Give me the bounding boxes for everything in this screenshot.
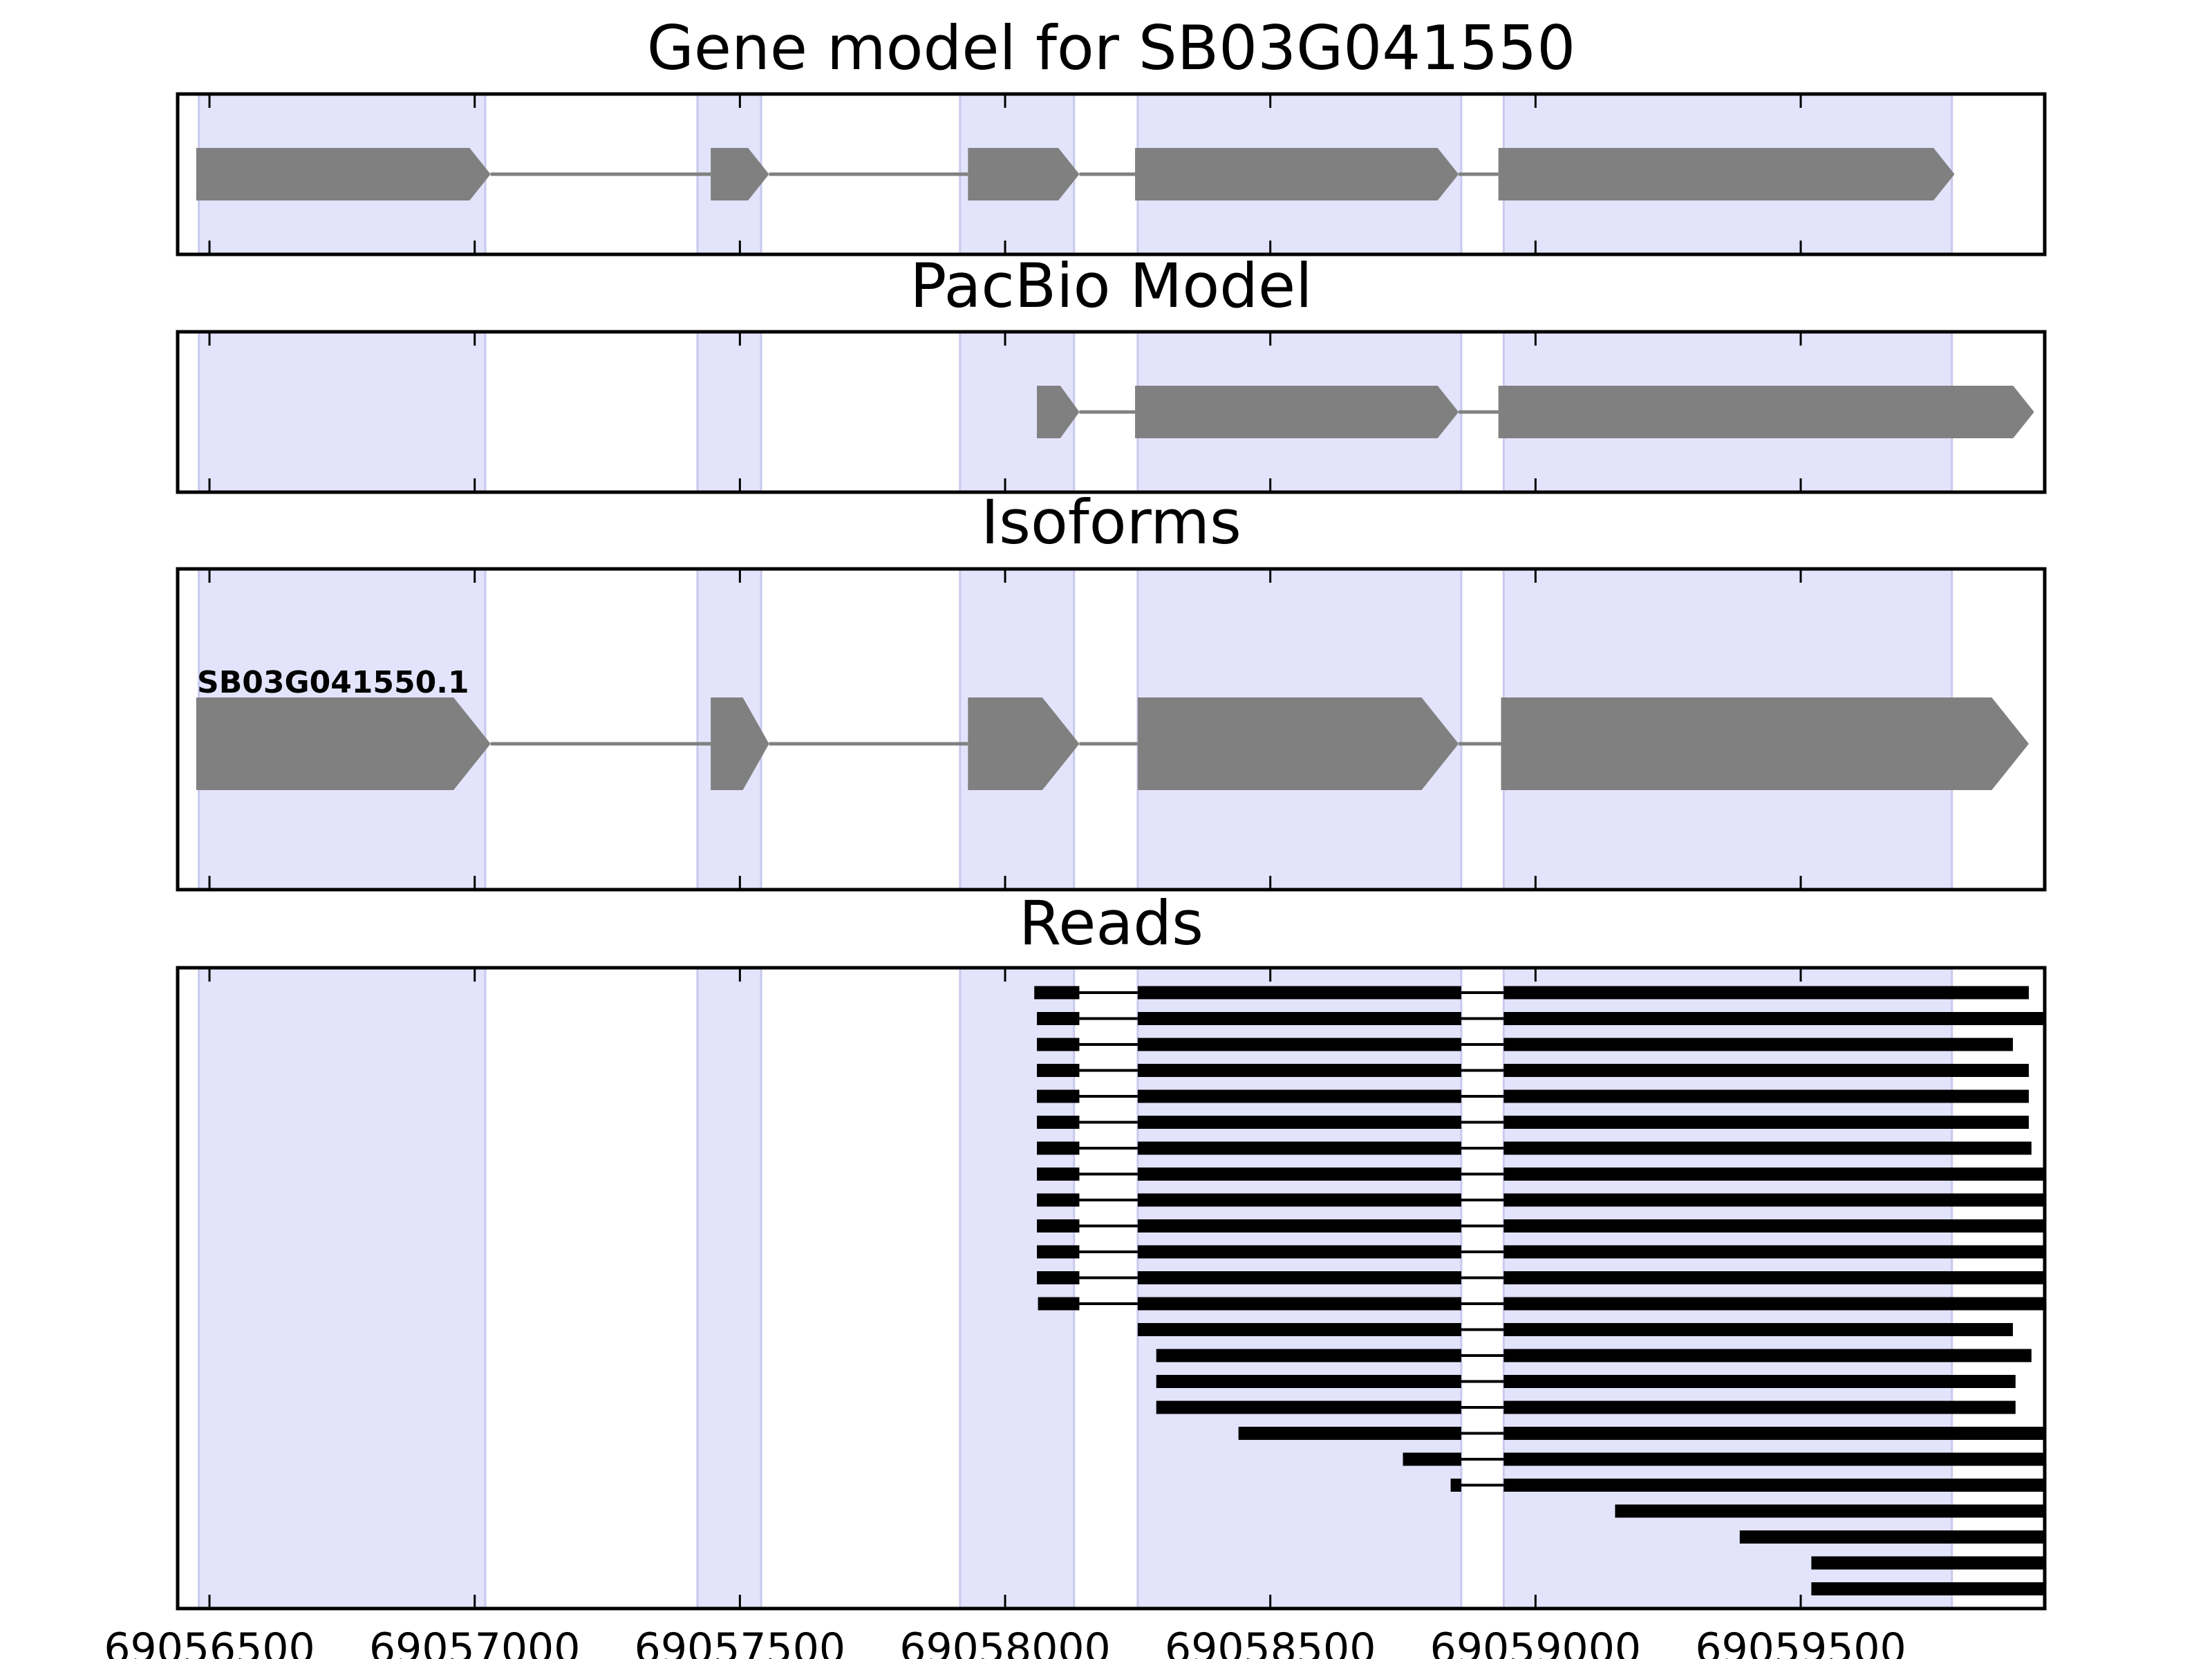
exon-arrow bbox=[1135, 148, 1459, 200]
text-layer: Gene model for SB03G041550 PacBio Model SB… bbox=[104, 12, 1906, 1659]
read-block bbox=[1503, 1452, 2045, 1466]
read-block bbox=[1615, 1504, 2045, 1518]
exon-arrow bbox=[968, 697, 1080, 790]
panel-frame bbox=[176, 330, 2047, 494]
read-block bbox=[1503, 1089, 2029, 1103]
read-block bbox=[1038, 1297, 1080, 1311]
read-block bbox=[1503, 1479, 2045, 1492]
exon-arrow bbox=[1498, 386, 2034, 438]
read-block bbox=[1503, 986, 2029, 1000]
read-block bbox=[1037, 1168, 1080, 1181]
read-block bbox=[1037, 1141, 1080, 1155]
axes-layer bbox=[176, 92, 2047, 1611]
read-block bbox=[1503, 1271, 2045, 1284]
read-block bbox=[1503, 1038, 2013, 1051]
read-block bbox=[1137, 1245, 1461, 1259]
read-block bbox=[1137, 1297, 1461, 1311]
read-block bbox=[1811, 1582, 2045, 1595]
read-block bbox=[1450, 1479, 1461, 1492]
read-block bbox=[1037, 1064, 1080, 1077]
read-block bbox=[1503, 1427, 2045, 1440]
highlight-region bbox=[696, 966, 762, 1610]
marks-layer bbox=[196, 148, 2045, 1595]
read-block bbox=[1156, 1349, 1461, 1362]
x-tick-label: 69057500 bbox=[635, 1624, 845, 1659]
highlight-region bbox=[696, 330, 762, 494]
exon-arrow bbox=[711, 697, 769, 790]
x-tick-label: 69057000 bbox=[369, 1624, 580, 1659]
read-block bbox=[1503, 1064, 2029, 1077]
read-block bbox=[1137, 1193, 1461, 1207]
exon-arrow bbox=[1135, 386, 1459, 438]
panel-title: Reads bbox=[1019, 888, 1203, 959]
panel-title: Gene model for SB03G041550 bbox=[647, 12, 1576, 84]
read-block bbox=[1503, 1349, 2032, 1362]
read-block bbox=[1503, 1375, 2016, 1388]
read-block bbox=[1238, 1427, 1461, 1440]
panel-frame bbox=[176, 567, 2047, 892]
read-block bbox=[1037, 1193, 1080, 1207]
exon-arrow bbox=[1137, 697, 1459, 790]
panel-title: Isoforms bbox=[981, 487, 1241, 558]
read-block bbox=[1137, 1271, 1461, 1284]
read-block bbox=[1503, 1219, 2045, 1232]
read-block bbox=[1137, 1168, 1461, 1181]
read-block bbox=[1037, 1271, 1080, 1284]
read-block bbox=[1503, 1400, 2016, 1414]
panel-title: PacBio Model bbox=[910, 250, 1312, 321]
read-block bbox=[1037, 1116, 1080, 1129]
x-tick-label: 69058000 bbox=[899, 1624, 1110, 1659]
isoform-label: SB03G041550.1 bbox=[197, 665, 469, 700]
x-tick-label: 69056500 bbox=[104, 1624, 315, 1659]
read-block bbox=[1037, 1245, 1080, 1259]
exon-arrow bbox=[1498, 148, 1955, 200]
highlight-region bbox=[959, 966, 1076, 1610]
read-block bbox=[1503, 1193, 2045, 1207]
x-tick-label: 69059500 bbox=[1695, 1624, 1906, 1659]
read-block bbox=[1137, 1064, 1461, 1077]
read-block bbox=[1137, 986, 1461, 1000]
read-block bbox=[1137, 1089, 1461, 1103]
read-block bbox=[1037, 1038, 1080, 1051]
read-block bbox=[1137, 1038, 1461, 1051]
x-tick-label: 69058500 bbox=[1165, 1624, 1376, 1659]
read-block bbox=[1503, 1116, 2029, 1129]
read-block bbox=[1137, 1323, 1461, 1336]
read-block bbox=[1156, 1375, 1461, 1388]
read-block bbox=[1503, 1012, 2045, 1025]
read-block bbox=[1037, 1089, 1080, 1103]
read-block bbox=[1503, 1323, 2013, 1336]
read-block bbox=[1739, 1530, 2045, 1544]
read-block bbox=[1137, 1141, 1461, 1155]
read-block bbox=[1811, 1556, 2045, 1570]
panel-frame bbox=[176, 92, 2047, 256]
read-block bbox=[1034, 986, 1080, 1000]
exon-arrow bbox=[1037, 386, 1080, 438]
read-block bbox=[1037, 1219, 1080, 1232]
read-block bbox=[1503, 1168, 2045, 1181]
highlight-region bbox=[198, 330, 487, 494]
x-tick-label: 69059000 bbox=[1430, 1624, 1641, 1659]
read-block bbox=[1403, 1452, 1461, 1466]
read-block bbox=[1503, 1141, 2032, 1155]
exon-arrow bbox=[1501, 697, 2029, 790]
panel-frame bbox=[176, 966, 2047, 1611]
exon-arrow bbox=[968, 148, 1080, 200]
exon-arrow bbox=[711, 148, 769, 200]
read-block bbox=[1037, 1012, 1080, 1025]
exon-arrow bbox=[196, 697, 491, 790]
read-block bbox=[1503, 1297, 2045, 1311]
highlight-region bbox=[198, 966, 487, 1610]
read-block bbox=[1156, 1400, 1461, 1414]
exon-arrow bbox=[196, 148, 491, 200]
read-block bbox=[1137, 1219, 1461, 1232]
read-block bbox=[1503, 1245, 2045, 1259]
read-block bbox=[1137, 1012, 1461, 1025]
read-block bbox=[1137, 1116, 1461, 1129]
